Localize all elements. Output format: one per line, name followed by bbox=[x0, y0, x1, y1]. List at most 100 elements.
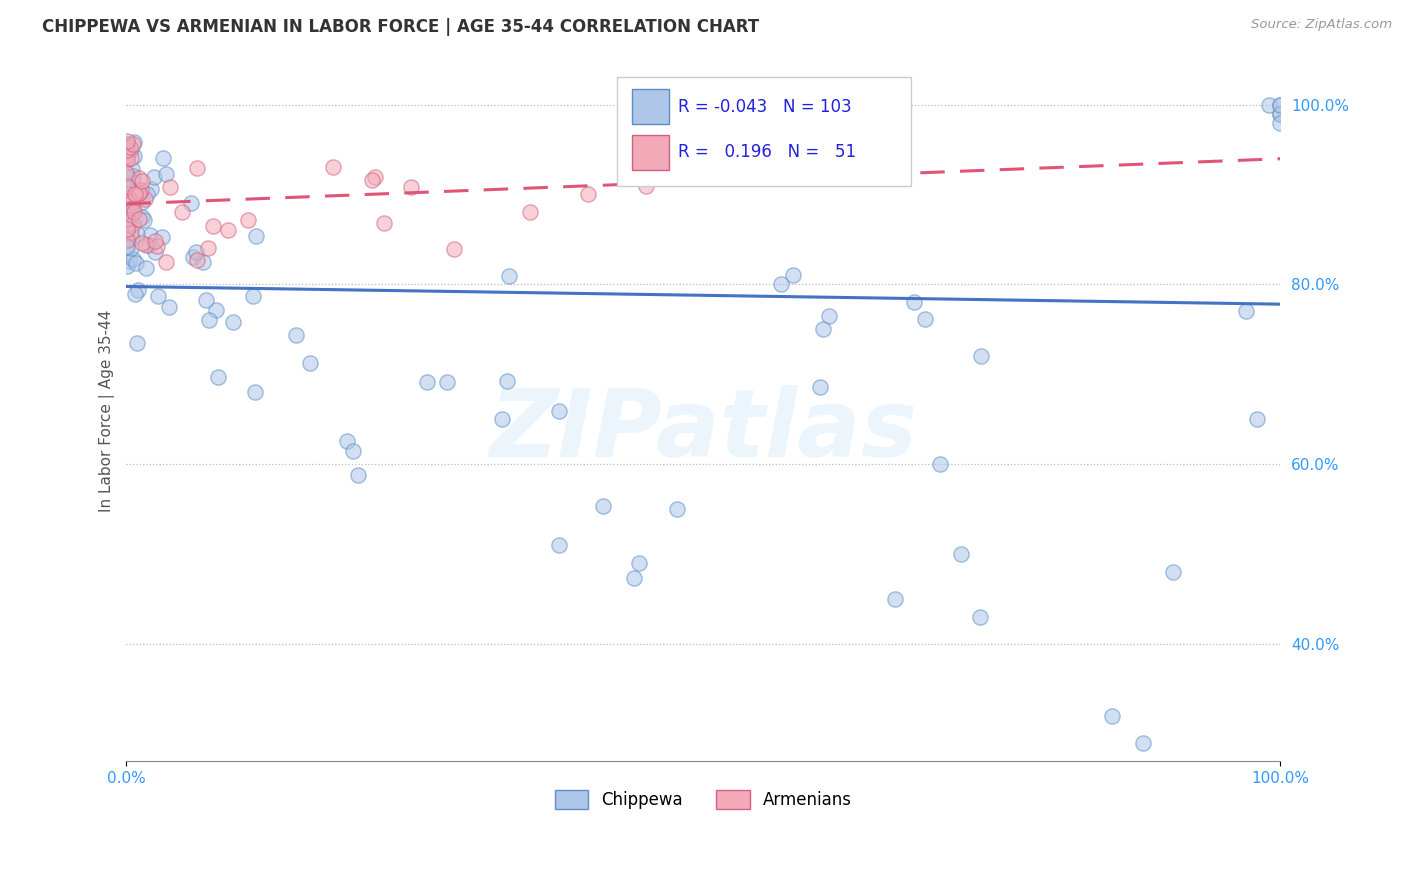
Point bbox=[121, 201, 143, 215]
FancyBboxPatch shape bbox=[617, 77, 911, 186]
Point bbox=[205, 302, 228, 317]
Point bbox=[207, 370, 229, 384]
Point bbox=[1132, 736, 1154, 750]
Point bbox=[115, 144, 138, 158]
Point bbox=[117, 181, 139, 195]
Point bbox=[1270, 97, 1292, 112]
Point bbox=[115, 227, 138, 241]
Point bbox=[121, 162, 143, 177]
Point bbox=[346, 468, 368, 483]
Y-axis label: In Labor Force | Age 35-44: In Labor Force | Age 35-44 bbox=[100, 310, 115, 511]
Point bbox=[131, 195, 153, 210]
Point bbox=[117, 153, 139, 168]
Point bbox=[180, 195, 202, 210]
Point bbox=[443, 242, 465, 256]
Point bbox=[194, 293, 217, 307]
Point bbox=[361, 172, 384, 186]
Point bbox=[127, 284, 149, 298]
Point bbox=[128, 171, 150, 186]
Point bbox=[125, 336, 148, 351]
Point bbox=[115, 138, 138, 153]
Point bbox=[491, 412, 513, 426]
Point bbox=[155, 255, 177, 269]
Point bbox=[284, 328, 307, 343]
Point bbox=[143, 245, 166, 260]
Point bbox=[548, 403, 571, 417]
Point bbox=[399, 179, 422, 194]
Point bbox=[120, 225, 142, 239]
Point bbox=[949, 547, 972, 561]
Point bbox=[336, 434, 359, 448]
Point bbox=[120, 151, 142, 165]
Point bbox=[122, 185, 145, 199]
Point bbox=[519, 205, 541, 219]
Point bbox=[131, 235, 153, 250]
Point bbox=[150, 229, 173, 244]
Point bbox=[131, 174, 153, 188]
Point bbox=[115, 201, 138, 215]
Point bbox=[141, 182, 163, 196]
Point bbox=[929, 458, 952, 472]
Point bbox=[191, 255, 214, 269]
Point bbox=[245, 228, 267, 243]
Point bbox=[157, 300, 180, 314]
Point bbox=[197, 313, 219, 327]
Point bbox=[363, 169, 385, 184]
Point bbox=[782, 268, 804, 283]
Point bbox=[322, 161, 344, 175]
Point bbox=[127, 227, 149, 241]
Point bbox=[143, 234, 166, 248]
Point bbox=[115, 138, 138, 153]
Point bbox=[496, 374, 519, 388]
Point bbox=[125, 190, 148, 204]
Point bbox=[808, 380, 831, 394]
Point bbox=[115, 134, 138, 148]
Point bbox=[628, 557, 651, 571]
Point bbox=[148, 289, 170, 303]
Point bbox=[138, 238, 160, 252]
Point bbox=[120, 142, 142, 156]
Point bbox=[184, 244, 207, 259]
Point bbox=[122, 204, 145, 219]
Point bbox=[692, 161, 714, 175]
Point bbox=[1161, 566, 1184, 580]
Point bbox=[1257, 97, 1279, 112]
Point bbox=[242, 289, 264, 303]
Point bbox=[115, 239, 138, 253]
Point bbox=[222, 315, 245, 329]
Point bbox=[155, 167, 177, 181]
Legend: Chippewa, Armenians: Chippewa, Armenians bbox=[548, 783, 859, 816]
Point bbox=[1270, 106, 1292, 120]
FancyBboxPatch shape bbox=[631, 135, 669, 169]
Point bbox=[122, 252, 145, 266]
Point bbox=[117, 190, 139, 204]
Point bbox=[115, 240, 138, 254]
Point bbox=[373, 216, 395, 230]
Point bbox=[186, 161, 208, 175]
Point bbox=[117, 153, 139, 167]
Point bbox=[769, 277, 792, 292]
Point bbox=[170, 204, 193, 219]
Point bbox=[121, 169, 143, 183]
Point bbox=[118, 254, 141, 268]
Text: CHIPPEWA VS ARMENIAN IN LABOR FORCE | AGE 35-44 CORRELATION CHART: CHIPPEWA VS ARMENIAN IN LABOR FORCE | AG… bbox=[42, 18, 759, 36]
Point bbox=[132, 213, 155, 227]
Point bbox=[197, 241, 219, 255]
Text: R = -0.043   N = 103: R = -0.043 N = 103 bbox=[678, 97, 852, 116]
Point bbox=[115, 148, 138, 162]
Point bbox=[125, 256, 148, 270]
Point bbox=[813, 322, 835, 336]
Point bbox=[122, 217, 145, 231]
Point bbox=[186, 253, 208, 268]
Point bbox=[115, 232, 138, 246]
Point bbox=[665, 502, 688, 516]
Point bbox=[1101, 709, 1123, 723]
Point bbox=[217, 223, 239, 237]
Point bbox=[1234, 304, 1257, 318]
Point bbox=[202, 219, 225, 233]
Point bbox=[436, 375, 458, 389]
Point bbox=[128, 211, 150, 226]
Point bbox=[115, 204, 138, 219]
Point bbox=[634, 178, 657, 193]
Point bbox=[115, 181, 138, 195]
